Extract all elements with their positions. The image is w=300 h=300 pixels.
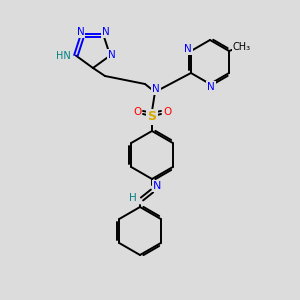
Text: N: N [108,50,116,60]
Text: O: O [133,107,141,117]
Text: HN: HN [56,51,71,61]
Text: N: N [153,181,161,191]
Text: O: O [163,107,171,117]
Text: N: N [184,44,192,54]
Text: CH₃: CH₃ [233,42,251,52]
Text: N: N [76,27,84,38]
Text: N: N [207,82,215,92]
Text: N: N [102,27,110,38]
Text: S: S [148,110,157,124]
Text: H: H [129,193,137,203]
Text: N: N [152,84,160,94]
